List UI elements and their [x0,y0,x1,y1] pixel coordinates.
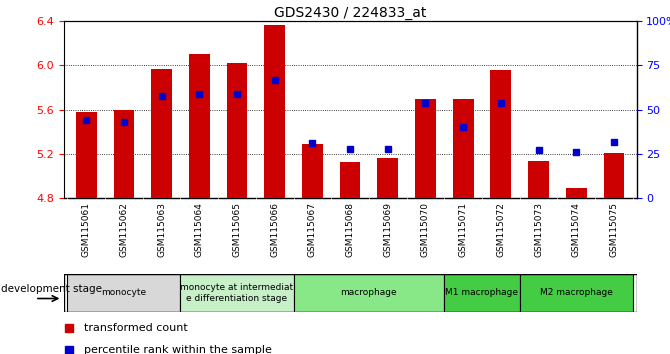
Text: transformed count: transformed count [84,323,188,333]
Bar [76,112,96,198]
Bar [377,159,398,198]
Text: GSM115066: GSM115066 [270,202,279,257]
Bar [302,144,323,198]
Text: GSM115071: GSM115071 [459,202,468,257]
Text: GSM115063: GSM115063 [157,202,166,257]
Bar [180,274,293,312]
Bar [114,110,134,198]
Text: GSM115072: GSM115072 [496,202,505,257]
Bar [566,188,586,198]
Text: monocyte at intermediat
e differentiation stage: monocyte at intermediat e differentiatio… [180,283,293,303]
Text: monocyte: monocyte [101,289,147,297]
Text: GSM115062: GSM115062 [119,202,129,257]
Bar [189,55,210,198]
Text: GSM115067: GSM115067 [308,202,317,257]
Text: GSM115069: GSM115069 [383,202,392,257]
Text: GSM115068: GSM115068 [346,202,354,257]
Text: GSM115075: GSM115075 [610,202,618,257]
Bar [604,153,624,198]
Bar [415,99,436,198]
Text: development stage: development stage [1,284,103,294]
Text: M1 macrophage: M1 macrophage [446,289,519,297]
Text: macrophage: macrophage [340,289,397,297]
Text: GSM115070: GSM115070 [421,202,430,257]
Text: GSM115064: GSM115064 [195,202,204,257]
Bar [520,274,632,312]
Bar [528,161,549,198]
Bar [340,162,360,198]
Text: GSM115065: GSM115065 [232,202,241,257]
Bar [226,63,247,198]
Bar [293,274,444,312]
Bar [68,274,180,312]
Text: M2 macrophage: M2 macrophage [540,289,612,297]
Title: GDS2430 / 224833_at: GDS2430 / 224833_at [274,6,426,20]
Text: percentile rank within the sample: percentile rank within the sample [84,344,271,354]
Bar [151,69,172,198]
Bar [265,24,285,198]
Text: GSM115061: GSM115061 [82,202,90,257]
Bar [490,70,511,198]
Bar [444,274,520,312]
Text: GSM115073: GSM115073 [534,202,543,257]
Text: GSM115074: GSM115074 [572,202,581,257]
Bar [453,99,474,198]
